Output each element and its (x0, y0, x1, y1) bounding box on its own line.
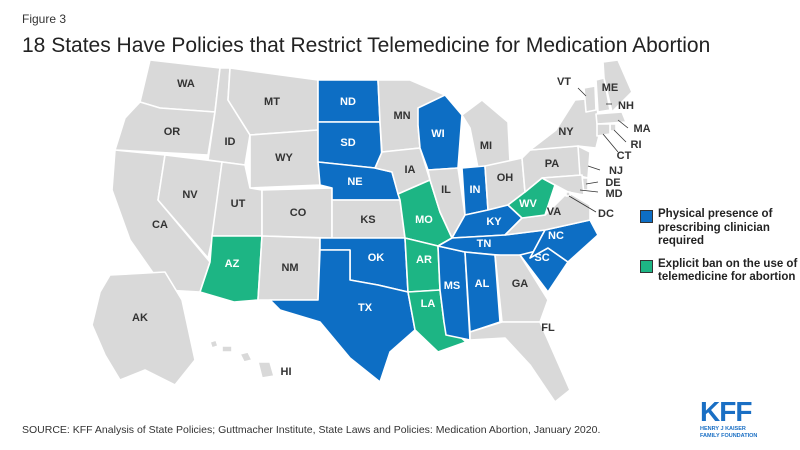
label-HI: HI (281, 366, 292, 378)
label-OH: OH (497, 172, 514, 184)
label-TX: TX (358, 302, 373, 314)
state-VA (504, 191, 591, 236)
label-CT: CT (617, 150, 632, 162)
state-NV (157, 154, 223, 259)
legend-swatch-green (640, 259, 653, 273)
legend: Physical presence of prescribing clinici… (640, 208, 800, 294)
label-KY: KY (486, 216, 502, 228)
legend-label-green: Explicit ban on the use of telemedicine … (658, 257, 798, 284)
label-KS: KS (360, 214, 375, 226)
state-AK (91, 271, 196, 386)
figure-label: Figure 3 (22, 12, 67, 26)
label-UT: UT (231, 198, 246, 210)
label-MN: MN (393, 110, 410, 122)
logo-line-1: HENRY J KAISER (700, 426, 746, 432)
label-GA: GA (512, 278, 529, 290)
label-WI: WI (431, 128, 444, 140)
label-MS: MS (444, 280, 461, 292)
label-NE: NE (347, 176, 362, 188)
state-MD (541, 174, 585, 196)
state-AL (464, 251, 501, 333)
label-ME: ME (602, 82, 619, 94)
page-title: 18 States Have Policies that Restrict Te… (22, 34, 711, 57)
label-FL: FL (541, 322, 555, 334)
label-VT: VT (557, 76, 571, 88)
state-NJ (577, 145, 591, 179)
label-NV: NV (182, 189, 198, 201)
label-NJ: NJ (609, 165, 623, 177)
label-WY: WY (275, 152, 293, 164)
label-CO: CO (290, 207, 307, 219)
state-TX (269, 249, 416, 383)
legend-swatch-blue (640, 210, 653, 223)
state-CT (596, 123, 611, 137)
state-FL (469, 321, 571, 403)
label-IA: IA (405, 164, 416, 176)
label-AK: AK (132, 312, 148, 324)
label-OK: OK (368, 252, 385, 264)
label-MT: MT (264, 96, 280, 108)
label-SD: SD (340, 137, 355, 149)
states-layer (91, 59, 633, 403)
label-MA: MA (633, 123, 650, 135)
state-MI (461, 99, 511, 169)
kff-logo: KFF HENRY J KAISER FAMILY FOUNDATION (700, 398, 780, 439)
label-ID: ID (225, 136, 236, 148)
state-GA (494, 254, 549, 323)
label-DC: DC (598, 208, 614, 220)
legend-item-green: Explicit ban on the use of telemedicine … (640, 258, 800, 285)
label-OR: OR (164, 126, 181, 138)
label-AZ: AZ (225, 258, 240, 270)
leader-lines (568, 87, 629, 213)
label-SC: SC (534, 252, 549, 264)
state-HI (209, 339, 275, 379)
label-CA: CA (152, 219, 168, 231)
label-NC: NC (548, 230, 564, 242)
label-ND: ND (340, 96, 356, 108)
state-DC (565, 191, 571, 197)
state-MA (595, 111, 627, 125)
source-note: SOURCE: KFF Analysis of State Policies; … (22, 424, 601, 436)
state-ME (602, 59, 633, 113)
label-IL: IL (441, 184, 451, 196)
state-labels: WA OR CA ID NV MT WY UT AZ CO NM ND SD N… (132, 76, 651, 378)
state-NH (595, 77, 611, 113)
label-VA: VA (547, 206, 562, 218)
label-IN: IN (470, 184, 481, 196)
legend-label-blue: Physical presence of prescribing clinici… (658, 208, 773, 247)
logo-mark: KFF (700, 396, 752, 427)
label-NM: NM (281, 262, 298, 274)
label-MI: MI (480, 140, 492, 152)
label-RI: RI (631, 139, 642, 151)
label-AL: AL (475, 278, 490, 290)
label-WA: WA (177, 78, 195, 90)
logo-line-2: FAMILY FOUNDATION (700, 432, 758, 439)
legend-item-blue: Physical presence of prescribing clinici… (640, 208, 800, 249)
label-TN: TN (477, 238, 492, 250)
state-RI (609, 123, 617, 132)
label-NY: NY (558, 126, 574, 138)
label-AR: AR (416, 254, 432, 266)
label-LA: LA (421, 298, 436, 310)
label-PA: PA (545, 158, 560, 170)
label-NH: NH (618, 100, 634, 112)
label-MD: MD (605, 188, 622, 200)
label-DE: DE (605, 177, 620, 189)
label-MO: MO (415, 214, 433, 226)
label-WV: WV (519, 198, 537, 210)
state-VT (583, 85, 597, 113)
